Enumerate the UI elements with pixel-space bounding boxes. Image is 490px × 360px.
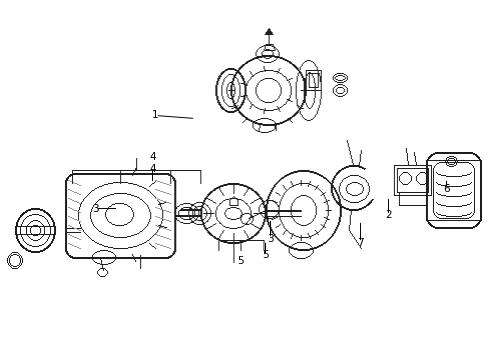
Text: 3: 3 (267, 234, 274, 243)
Text: 4: 4 (149, 163, 156, 174)
Text: 1: 1 (152, 111, 159, 121)
Text: 3: 3 (92, 203, 99, 213)
Text: 4: 4 (149, 153, 156, 162)
Text: 7: 7 (357, 238, 364, 248)
Text: 6: 6 (443, 184, 450, 194)
Text: 5: 5 (262, 251, 269, 261)
Text: 5: 5 (237, 256, 244, 266)
Text: 2: 2 (385, 211, 392, 220)
